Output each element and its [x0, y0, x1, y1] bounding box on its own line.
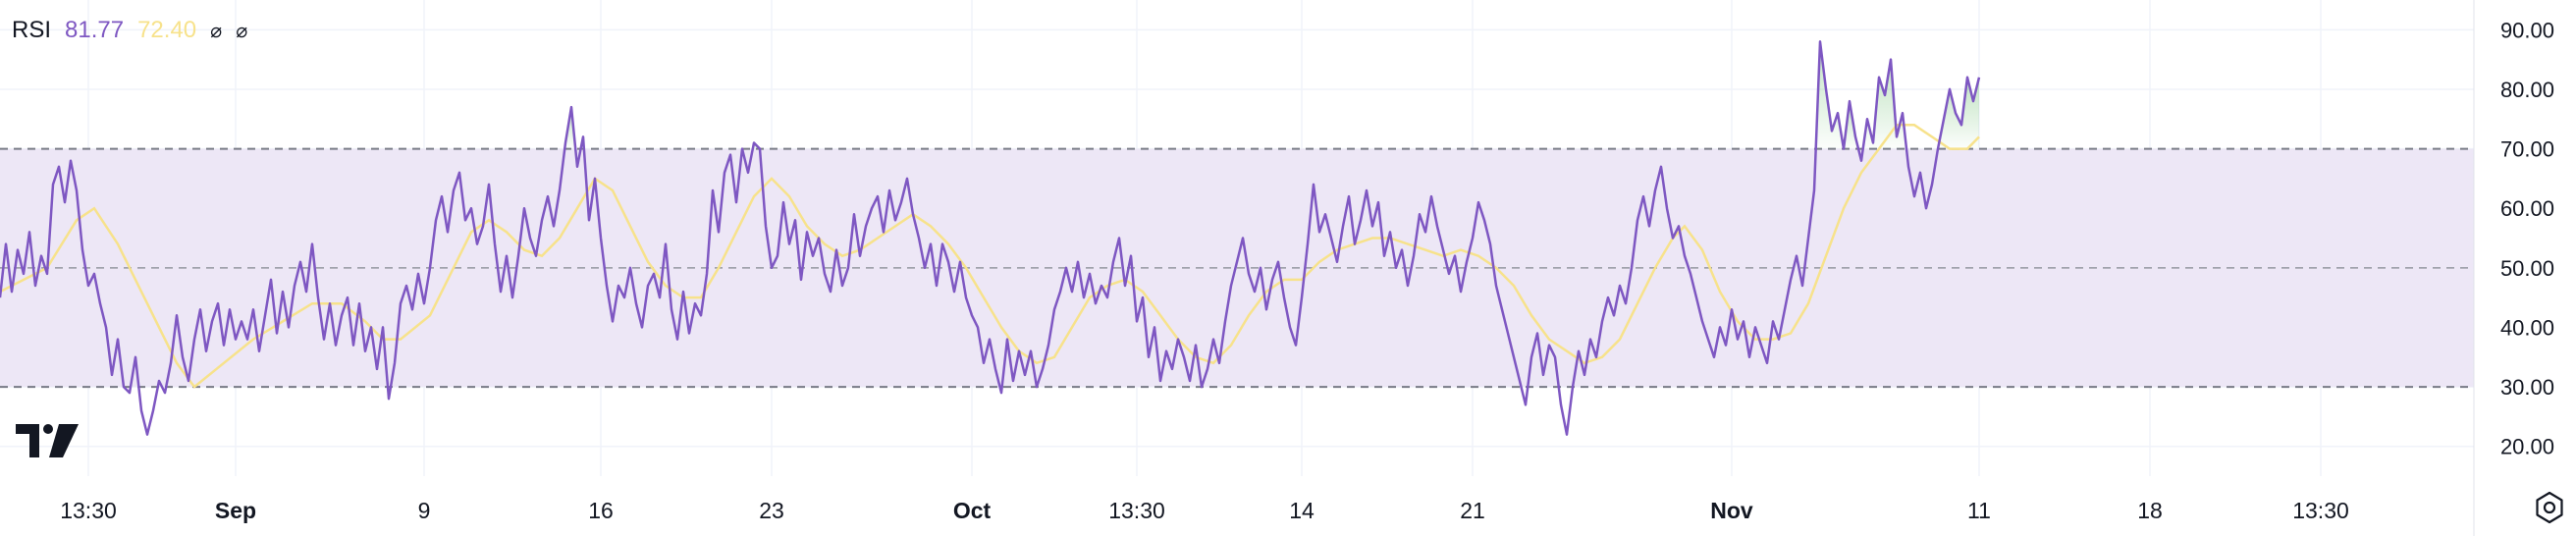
indicator-legend: RSI 81.77 72.40 ⌀ ⌀ — [12, 14, 247, 47]
price-axis-label: 80.00 — [2500, 78, 2554, 102]
price-axis-label: 20.00 — [2500, 435, 2554, 459]
time-axis-label: 13:30 — [1108, 498, 1165, 523]
time-axis-label: 21 — [1460, 498, 1485, 523]
overbought-fill — [564, 41, 1979, 149]
price-axis-label: 90.00 — [2500, 18, 2554, 42]
price-axis-label: 60.00 — [2500, 196, 2554, 221]
settings-gear-icon[interactable] — [2533, 491, 2566, 524]
time-axis-label: Nov — [1710, 498, 1753, 523]
time-axis-label: 16 — [588, 498, 614, 523]
hidden-input-icon[interactable]: ⌀ — [210, 20, 223, 42]
time-axis-label: 9 — [418, 498, 431, 523]
rsi-line — [0, 40, 1981, 436]
price-axis-label: 70.00 — [2500, 137, 2554, 162]
price-axis[interactable]: 20.00 30.00 40.00 50.00 60.00 70.00 80.00 90.00 — [2500, 18, 2554, 458]
overbought-fill-area-6 — [1938, 77, 1979, 149]
overbought-fill-area-5 — [1862, 59, 1906, 149]
rsi-ma-value: 72.40 — [137, 17, 197, 43]
hidden-input-icon-2[interactable]: ⌀ — [236, 20, 248, 42]
time-axis-label: 14 — [1289, 498, 1315, 523]
tradingview-logo-icon[interactable] — [16, 424, 79, 457]
time-axis[interactable]: 13:30 Sep 9 16 23 Oct 13:30 14 21 Nov 11 18 13:30 — [60, 498, 2349, 523]
time-axis-label: 11 — [1967, 498, 1991, 523]
rsi-value: 81.77 — [65, 17, 125, 43]
time-axis-label: 13:30 — [60, 498, 117, 523]
time-axis-label: Oct — [953, 498, 992, 523]
time-axis-label: 18 — [2137, 498, 2163, 523]
time-axis-label: 23 — [759, 498, 784, 523]
time-axis-label: 13:30 — [2292, 498, 2349, 523]
overbought-fill-area-0 — [564, 107, 576, 149]
time-axis-label: Sep — [215, 498, 256, 523]
indicator-name[interactable]: RSI — [12, 17, 52, 43]
price-axis-label: 30.00 — [2500, 375, 2554, 400]
price-axis-label: 40.00 — [2500, 315, 2554, 340]
price-axis-label: 50.00 — [2500, 256, 2554, 281]
